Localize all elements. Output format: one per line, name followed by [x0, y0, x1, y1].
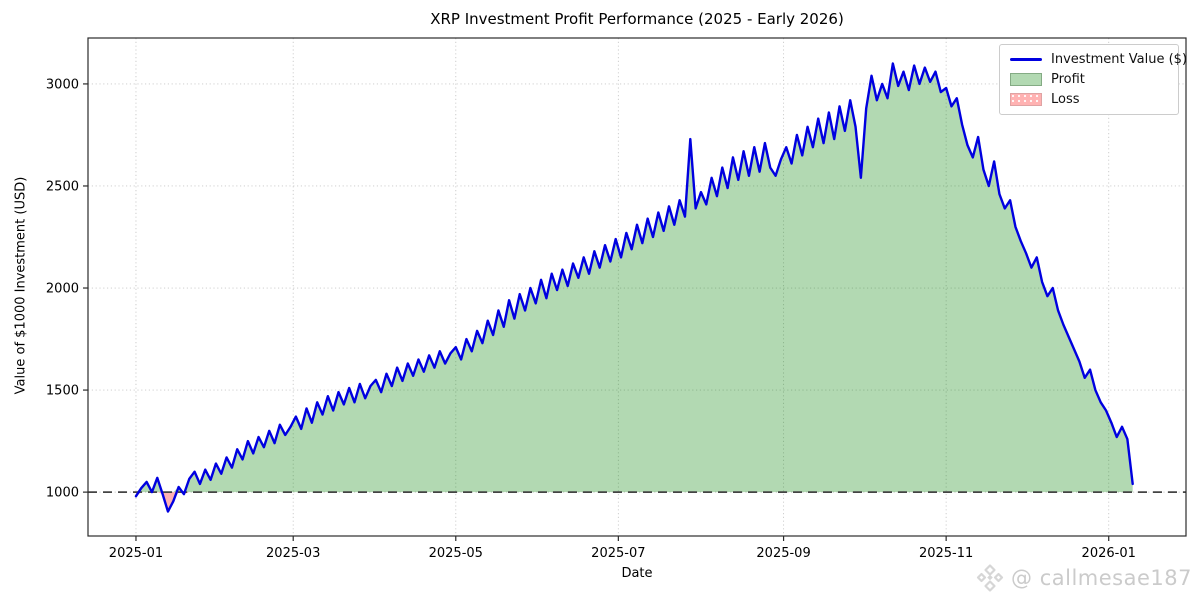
- x-tick-label: 2025-09: [756, 546, 810, 561]
- legend-profit-swatch: [1010, 73, 1042, 86]
- y-axis-label: Value of $1000 Investment (USD): [13, 176, 29, 395]
- x-tick-label: 2025-03: [266, 546, 320, 561]
- legend-item-investment-value: Investment Value ($): [1010, 52, 1187, 67]
- y-tick-label: 2000: [46, 282, 79, 297]
- y-tick-label: 2500: [46, 179, 79, 194]
- y-tick-label: 1000: [46, 486, 79, 501]
- legend-label: Profit: [1051, 72, 1085, 87]
- axes-box: [87, 37, 1187, 537]
- loss-area: [135, 492, 1133, 512]
- legend-label: Loss: [1051, 92, 1080, 107]
- y-tick-label: 3000: [46, 77, 79, 92]
- legend-item-profit: Profit: [1010, 72, 1168, 87]
- chart-title: XRP Investment Profit Performance (2025 …: [430, 10, 844, 28]
- legend: Investment Value ($) Profit Loss: [999, 44, 1187, 115]
- profit-area: [135, 63, 1133, 493]
- diamond-logo-icon: [976, 564, 1004, 592]
- investment-value-line: [134, 62, 1134, 513]
- legend-line-swatch: [1010, 58, 1042, 61]
- legend-loss-swatch: [1010, 93, 1042, 106]
- x-axis-label: Date: [621, 566, 653, 581]
- legend-item-loss: Loss: [1010, 92, 1168, 107]
- x-tick-label: 2026-01: [1082, 546, 1136, 561]
- watermark-text: @ callmesae187: [1011, 566, 1192, 590]
- x-tick-label: 2025-07: [591, 546, 645, 561]
- y-tick-label: 1500: [46, 384, 79, 399]
- x-tick-label: 2025-11: [919, 546, 973, 561]
- watermark: @ callmesae187: [975, 563, 1192, 593]
- x-tick-label: 2025-01: [109, 546, 163, 561]
- legend-label: Investment Value ($): [1051, 52, 1188, 67]
- x-tick-label: 2025-05: [429, 546, 483, 561]
